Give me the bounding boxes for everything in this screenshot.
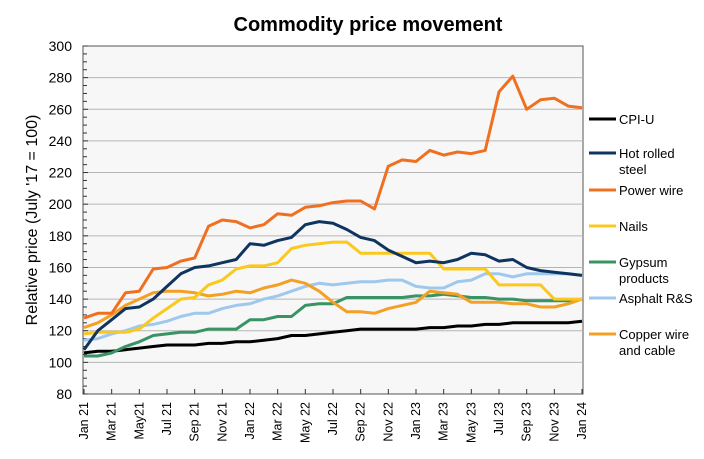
y-tick-label: 200	[49, 196, 73, 212]
y-tick-label: 160	[49, 259, 73, 275]
y-tick-label: 180	[49, 228, 73, 244]
x-tick-label: Jul 22	[326, 402, 340, 435]
x-tick-label: Mar 21	[105, 402, 119, 441]
x-tick-label: Mar 22	[271, 402, 285, 441]
y-axis-label: Relative price (July '17 = 100)	[24, 115, 41, 326]
x-tick-label: Jan 21	[77, 402, 91, 440]
legend-label: Gypsum	[619, 255, 667, 270]
legend-item: Power wire	[589, 183, 683, 198]
series-line-asphalt-r-s	[83, 272, 583, 342]
x-tick-label: May 22	[298, 402, 312, 443]
y-tick-label: 120	[49, 323, 73, 339]
legend-label: steel	[619, 162, 647, 177]
x-tick-label: Jul 23	[492, 402, 506, 435]
x-tick-label: May21	[132, 402, 146, 440]
x-tick-label: Sep 23	[520, 402, 534, 442]
y-tick-label: 80	[56, 386, 72, 402]
x-tick-label: Jan 23	[409, 402, 423, 440]
y-tick-label: 140	[49, 291, 73, 307]
x-tick-label: Sep 22	[354, 402, 368, 442]
legend-label: products	[619, 271, 669, 286]
series-line-copper-wire-and-cable	[83, 278, 583, 330]
y-tick-label: 280	[49, 70, 73, 86]
legend-label: Power wire	[619, 183, 683, 198]
series-line-nails	[83, 240, 582, 336]
legend-label: and cable	[619, 343, 675, 358]
legend-label: Nails	[619, 219, 648, 234]
x-tick-label: Nov 22	[381, 402, 395, 442]
legend-label: CPI-U	[619, 112, 654, 127]
y-tick-label: 220	[49, 165, 73, 181]
x-tick-label: May 23	[464, 402, 478, 443]
x-axis-ticks: Jan 21 Mar 21 May21 Jul 21 Sep 21 Nov 21 Jan 2…	[77, 389, 589, 443]
x-tick-label: Jul 21	[160, 402, 174, 435]
series-lines	[82, 74, 583, 358]
y-tick-label: 300	[49, 38, 73, 54]
y-axis-ticks: 80 100 120 140 160 180 200 220 240 260 280 300	[49, 38, 88, 402]
legend-item: CPI-U	[589, 112, 654, 127]
legend-item: Asphalt R&S	[589, 291, 693, 306]
legend-label: Asphalt R&S	[619, 291, 693, 306]
y-tick-label: 240	[49, 133, 73, 149]
series-line-hot-rolled-steel	[82, 220, 583, 351]
chart-title: Commodity price movement	[234, 14, 503, 36]
legend-item: Nails	[589, 219, 648, 234]
legend-label: Hot rolled	[619, 146, 675, 161]
x-tick-label: Jan 24	[575, 402, 589, 440]
y-tick-label: 100	[49, 354, 73, 370]
legend-label: Copper wire	[619, 327, 689, 342]
x-tick-label: Sep 21	[188, 402, 202, 442]
series-line-cpi-u	[83, 319, 583, 355]
x-tick-label: Nov 21	[215, 402, 229, 442]
y-tick-label: 260	[49, 101, 73, 117]
x-tick-label: Nov 23	[547, 402, 561, 442]
plot-area	[82, 45, 584, 395]
series-line-power-wire	[83, 74, 583, 320]
x-tick-label: Mar 23	[437, 402, 451, 441]
x-tick-label: Jan 22	[243, 402, 257, 440]
